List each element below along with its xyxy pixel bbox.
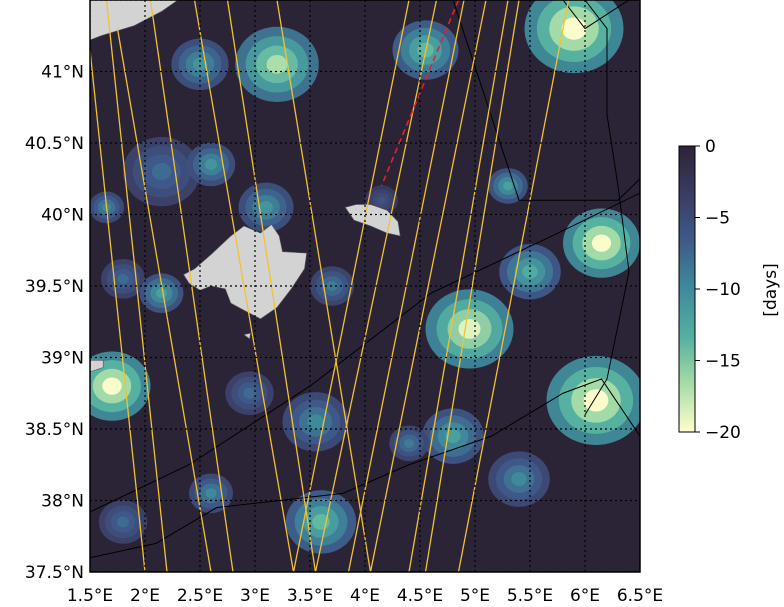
boundary-line (90, 192, 640, 513)
colorbar-label: [days] (761, 263, 781, 316)
anomaly-patch (503, 181, 513, 191)
x-tick-label: 6.5°E (617, 586, 663, 606)
x-tick-label: 1.5°E (67, 586, 113, 606)
satellite-track (408, 0, 509, 572)
highlighted-track (380, 0, 460, 187)
x-tick-label: 4°E (350, 586, 380, 606)
anomaly-patch (404, 438, 414, 448)
map-frame (89, 0, 641, 573)
x-tick-label: 2.5°E (177, 586, 223, 606)
satellite-track (457, 0, 570, 572)
boundary-line (90, 378, 640, 559)
y-tick-label: 40°N (41, 206, 84, 226)
boundary-line (562, 0, 630, 30)
x-tick-label: 2°E (130, 586, 160, 606)
colorbar-gradient (678, 145, 696, 433)
anomaly-patch (156, 288, 167, 299)
x-tick-label: 4.5°E (397, 586, 443, 606)
anomaly-patch (117, 273, 129, 284)
y-tick-label: 39.5°N (25, 277, 84, 297)
anomaly-patch (204, 159, 218, 170)
x-tick-label: 5.5°E (507, 586, 553, 606)
x-tick-label: 3°E (240, 586, 270, 606)
anomaly-patch (445, 429, 461, 444)
x-tick-label: 6°E (570, 586, 600, 606)
anomaly-patch (591, 234, 612, 252)
colorbar-tick-label: 0 (705, 137, 716, 157)
y-tick-labels: 37.5°N 38°N 38.5°N 39°N 39.5°N 40°N 40.5°N 41°N (25, 63, 84, 584)
land-menorca (344, 204, 401, 237)
colorbar-tick-label: −10 (705, 280, 741, 300)
land-areas (90, 0, 401, 373)
land-cabrera (243, 332, 251, 340)
colorbar-tick-label: −15 (705, 352, 741, 372)
y-tick-label: 40.5°N (25, 134, 84, 154)
map-area (90, 0, 640, 572)
anomaly-patch (583, 389, 609, 412)
y-tick-label: 37.5°N (25, 563, 84, 583)
colorbar-ticks: 0 −5 −10 −15 −20 (695, 137, 741, 443)
anomaly-patch (243, 387, 256, 399)
anomaly-patch (205, 488, 217, 499)
land-ibiza (90, 360, 104, 373)
anomaly-patch (561, 17, 587, 40)
anomaly-patch (192, 57, 208, 71)
anomaly-patches (90, 0, 640, 554)
anomaly-patch (116, 516, 130, 528)
land-mainland (90, 0, 179, 41)
boundary-line (584, 0, 630, 415)
y-tick-label: 38.5°N (25, 420, 84, 440)
anomaly-patch (259, 201, 273, 214)
colorbar: 0 −5 −10 −15 −20 [days] (678, 137, 781, 443)
y-tick-label: 39°N (41, 349, 84, 369)
anomaly-patch (377, 196, 386, 204)
boundary-lines (90, 0, 640, 559)
anomaly-patch (102, 377, 122, 395)
colorbar-tick-label: −20 (705, 423, 741, 443)
map-gridlines (90, 0, 640, 572)
x-tick-labels: 1.5°E 2°E 2.5°E 3°E 3.5°E 4°E 4.5°E 5°E 5.5°E 6°E… (67, 586, 663, 606)
y-tick-label: 38°N (41, 492, 84, 512)
satellite-track (424, 0, 520, 572)
colorbar-tick-label: −5 (705, 209, 730, 229)
satellite-track (369, 0, 487, 572)
anomaly-patch (307, 414, 324, 430)
anomaly-patch (458, 319, 481, 339)
satellite-track (116, 28, 212, 572)
satellite-track (276, 0, 372, 572)
anomaly-patch (266, 54, 288, 74)
satellite-track (193, 0, 295, 572)
y-tick-label: 41°N (41, 63, 84, 83)
anomaly-patch (511, 472, 527, 486)
anomaly-patch (151, 162, 172, 181)
x-tick-label: 3.5°E (287, 586, 333, 606)
x-tick-label: 5°E (460, 586, 490, 606)
satellite-track (90, 49, 146, 572)
